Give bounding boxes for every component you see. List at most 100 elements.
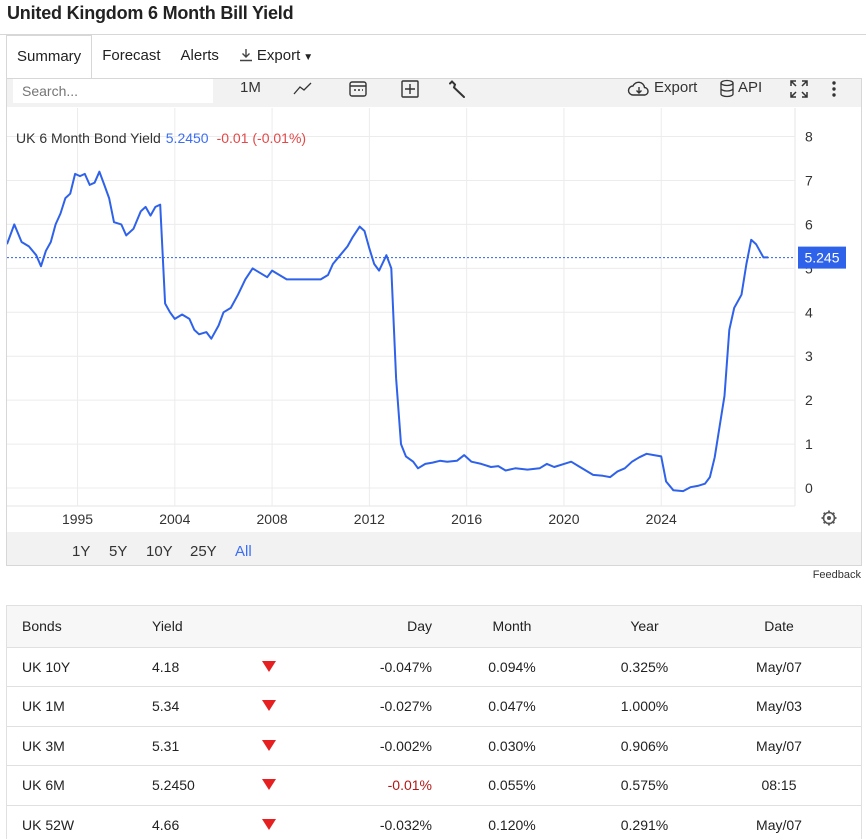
api-button[interactable]: API — [738, 79, 763, 96]
add-indicator-icon[interactable] — [400, 79, 420, 99]
down-arrow-icon — [262, 779, 276, 791]
chart-legend: UK 6 Month Bond Yield 5.2450 -0.01 (-0.01%… — [16, 130, 306, 146]
caret-down-icon: ▼ — [303, 52, 314, 63]
bond-yield: 5.34 — [152, 698, 180, 715]
calendar-icon[interactable] — [348, 79, 368, 99]
tab-forecast-label: Forecast — [102, 47, 161, 64]
y-tick-label: 4 — [805, 304, 813, 320]
table-row[interactable]: UK 10Y 4.18 -0.047% 0.094% 0.325% May/07 — [7, 647, 861, 687]
range-25y[interactable]: 25Y — [190, 543, 217, 560]
bond-day-change: -0.002% — [379, 737, 432, 754]
bond-name[interactable]: UK 3M — [22, 737, 65, 754]
legend-change: -0.01 (-0.01%) — [217, 130, 306, 146]
bond-name[interactable]: UK 52W — [22, 817, 75, 833]
cloud-download-icon[interactable] — [627, 79, 651, 99]
bond-month-change: 0.094% — [488, 658, 536, 675]
bond-month-change: 0.055% — [488, 777, 536, 794]
table-row[interactable]: UK 52W 4.66 -0.032% 0.120% 0.291% May/07 — [7, 805, 861, 839]
y-tick-label: 7 — [805, 172, 813, 188]
bond-day-change: -0.027% — [379, 698, 432, 715]
table-header-row: Bonds Yield Day Month Year Date — [7, 606, 861, 647]
fullscreen-icon[interactable] — [789, 79, 809, 99]
bond-yield: 5.2450 — [152, 777, 195, 794]
export-button[interactable]: Export — [654, 79, 698, 96]
tab-alerts-label: Alerts — [180, 47, 219, 64]
page-title: United Kingdom 6 Month Bill Yield — [7, 3, 294, 23]
y-tick-label: 1 — [805, 436, 813, 452]
bond-date: 08:15 — [761, 777, 797, 794]
bond-month-change: 0.047% — [488, 698, 536, 715]
range-all[interactable]: All — [235, 543, 252, 560]
bond-year-change: 1.000% — [620, 698, 669, 715]
x-axis: 1995 2004 2008 2012 2016 2020 2024 — [62, 511, 677, 527]
x-tick-label: 2016 — [451, 511, 482, 527]
bond-name[interactable]: UK 6M — [22, 777, 65, 794]
database-icon[interactable] — [719, 79, 735, 99]
down-arrow-icon — [262, 819, 276, 830]
bonds-table: Bonds Yield Day Month Year Date UK 10Y 4… — [6, 605, 862, 839]
x-tick-label: 1995 — [62, 511, 93, 527]
y-tick-label: 6 — [805, 216, 813, 232]
tab-export[interactable]: Export ▼ — [229, 35, 323, 79]
table-row[interactable]: UK 3M 5.31 -0.002% 0.030% 0.906% May/07 — [7, 726, 861, 766]
line-chart-icon[interactable] — [293, 79, 313, 99]
y-tick-label: 2 — [805, 392, 813, 408]
bond-name[interactable]: UK 10Y — [22, 658, 71, 675]
range-selector-bar — [7, 532, 861, 565]
x-tick-label: 2020 — [548, 511, 579, 527]
bond-yield: 4.18 — [152, 658, 180, 675]
col-day: Day — [407, 618, 432, 635]
bond-year-change: 0.575% — [620, 777, 669, 794]
tab-summary[interactable]: Summary — [6, 35, 93, 79]
bond-month-change: 0.120% — [488, 817, 536, 833]
bond-yield: 4.66 — [152, 817, 180, 833]
feedback-link[interactable]: Feedback — [812, 569, 861, 581]
bond-day-change: -0.047% — [379, 658, 432, 675]
x-tick-label: 2012 — [354, 511, 385, 527]
down-arrow-icon — [262, 660, 276, 672]
bond-yield: 5.31 — [152, 737, 180, 754]
y-tick-label: 3 — [805, 348, 813, 364]
search-input[interactable] — [13, 79, 213, 103]
tab-bar: Summary Forecast Alerts Export ▼ — [6, 35, 323, 79]
bond-year-change: 0.325% — [620, 658, 669, 675]
col-arrow — [262, 606, 322, 647]
legend-series-name: UK 6 Month Bond Yield — [16, 130, 161, 146]
col-date: Date — [764, 618, 794, 635]
table-row[interactable]: UK 1M 5.34 -0.027% 0.047% 1.000% May/03 — [7, 686, 861, 727]
tab-export-label: Export — [256, 47, 301, 64]
range-1y[interactable]: 1Y — [72, 543, 91, 560]
download-icon — [239, 49, 252, 62]
col-month: Month — [492, 618, 532, 635]
more-options-icon[interactable] — [826, 79, 842, 99]
yield-series-line — [7, 170, 769, 493]
settings-gear-icon[interactable] — [821, 510, 837, 526]
col-yield: Yield — [152, 618, 183, 635]
bond-date: May/07 — [756, 817, 802, 833]
tab-forecast[interactable]: Forecast — [92, 35, 170, 79]
title-divider — [0, 34, 866, 35]
bond-year-change: 0.291% — [620, 817, 669, 833]
down-arrow-icon — [262, 700, 276, 712]
y-tick-label: 0 — [805, 480, 813, 496]
bond-year-change: 0.906% — [620, 737, 669, 754]
wrench-icon[interactable] — [447, 79, 467, 99]
x-tick-label: 2004 — [159, 511, 190, 527]
bond-date: May/07 — [756, 658, 802, 675]
tab-alerts[interactable]: Alerts — [171, 35, 229, 79]
last-value-tag — [798, 246, 846, 269]
last-value-label: 5.245 — [804, 250, 839, 266]
bond-date: May/03 — [756, 698, 802, 715]
legend-value: 5.2450 — [166, 130, 209, 146]
chart-panel — [6, 78, 862, 566]
bond-date: May/07 — [756, 737, 802, 754]
down-arrow-icon — [262, 739, 276, 751]
table-row[interactable]: UK 6M 5.2450 -0.01% 0.055% 0.575% 08:15 — [7, 765, 861, 806]
bond-day-change: -0.01% — [387, 777, 432, 794]
interval-button[interactable]: 1M — [240, 79, 261, 96]
range-5y[interactable]: 5Y — [109, 543, 128, 560]
range-10y[interactable]: 10Y — [146, 543, 173, 560]
bond-day-change: -0.032% — [379, 817, 432, 833]
bond-name[interactable]: UK 1M — [22, 698, 65, 715]
